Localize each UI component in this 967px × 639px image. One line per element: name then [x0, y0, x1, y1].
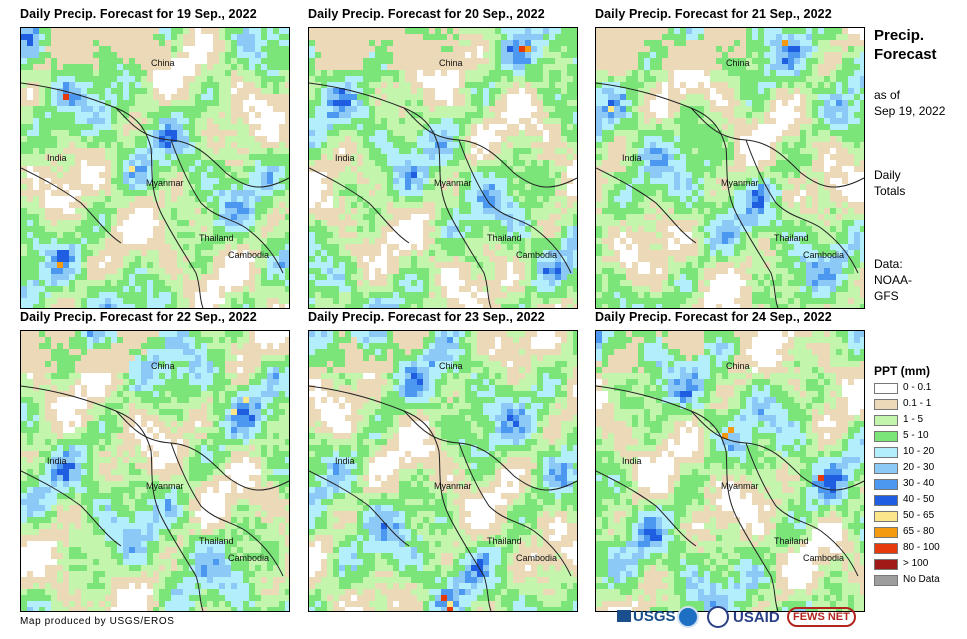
panel-title: Daily Precip. Forecast for 21 Sep., 2022 — [595, 7, 832, 21]
legend-label: 20 - 30 — [903, 462, 935, 473]
legend-swatch — [874, 559, 898, 570]
usaid-seal-icon — [707, 606, 729, 628]
legend-swatch — [874, 495, 898, 506]
place-label-china: China — [439, 58, 463, 68]
data-source: Data: NOAA- GFS — [874, 256, 912, 304]
legend-label: 5 - 10 — [903, 430, 929, 441]
place-label-india: India — [335, 153, 355, 163]
precip-map: China India Myanmar Thailand Cambodia — [308, 330, 578, 612]
place-label-myanmar: Myanmar — [146, 178, 184, 188]
precip-raster — [21, 28, 289, 308]
place-label-myanmar: Myanmar — [721, 178, 759, 188]
usaid-logo: USAID — [733, 609, 780, 626]
place-label-china: China — [726, 58, 750, 68]
usgs-wave-icon — [617, 610, 631, 622]
place-label-thailand: Thailand — [487, 233, 522, 243]
as-of-label: as of — [874, 88, 901, 102]
place-label-cambodia: Cambodia — [228, 553, 270, 563]
precip-raster — [596, 331, 864, 611]
legend-label: 10 - 20 — [903, 446, 935, 457]
place-label-cambodia: Cambodia — [516, 553, 558, 563]
legend-swatch — [874, 431, 898, 442]
place-label-india: India — [622, 456, 642, 466]
legend-label: 30 - 40 — [903, 478, 935, 489]
legend-label: 1 - 5 — [903, 414, 924, 425]
legend-swatch — [874, 463, 898, 474]
panel-title: Daily Precip. Forecast for 19 Sep., 2022 — [20, 7, 257, 21]
place-label-china: China — [151, 58, 175, 68]
totals-note: Daily Totals — [874, 167, 905, 199]
legend-swatch — [874, 415, 898, 426]
forecast-title-line1: Precip. — [874, 27, 925, 44]
place-label-myanmar: Myanmar — [434, 481, 472, 491]
precip-map: China India Myanmar Thailand Cambodia — [20, 27, 290, 309]
usgs-logo: USGS — [617, 608, 676, 625]
precip-map: China India Myanmar Thailand Cambodia — [308, 27, 578, 309]
totals-line1: Daily — [874, 168, 901, 182]
legend-label: 80 - 100 — [903, 542, 940, 553]
legend-title: PPT (mm) — [874, 364, 931, 378]
data-source-line1: Data: — [874, 257, 903, 271]
forecast-title: Precip. Forecast — [874, 26, 937, 64]
legend-label: 40 - 50 — [903, 494, 935, 505]
data-source-line3: GFS — [874, 289, 899, 303]
precip-raster — [309, 28, 577, 308]
precip-map: China India Myanmar Thailand Cambodia — [595, 27, 865, 309]
place-label-china: China — [151, 361, 175, 371]
legend-swatch — [874, 543, 898, 554]
legend-label: 0.1 - 1 — [903, 398, 932, 409]
data-source-line2: NOAA- — [874, 273, 913, 287]
forecast-title-line2: Forecast — [874, 46, 937, 63]
place-label-thailand: Thailand — [487, 536, 522, 546]
map-credit: Map produced by USGS/EROS — [20, 616, 175, 627]
place-label-myanmar: Myanmar — [146, 481, 184, 491]
place-label-cambodia: Cambodia — [803, 553, 845, 563]
noaa-logo-icon — [677, 606, 699, 628]
legend-swatch — [874, 575, 898, 586]
legend-swatch — [874, 479, 898, 490]
panel-title: Daily Precip. Forecast for 24 Sep., 2022 — [595, 310, 832, 324]
place-label-cambodia: Cambodia — [803, 250, 845, 260]
legend-swatch — [874, 399, 898, 410]
legend-label: 50 - 65 — [903, 510, 935, 521]
legend-label: No Data — [903, 574, 940, 585]
place-label-china: China — [439, 361, 463, 371]
place-label-myanmar: Myanmar — [721, 481, 759, 491]
place-label-india: India — [47, 153, 67, 163]
as-of-value: Sep 19, 2022 — [874, 104, 946, 118]
place-label-cambodia: Cambodia — [228, 250, 270, 260]
panel-title: Daily Precip. Forecast for 22 Sep., 2022 — [20, 310, 257, 324]
place-label-thailand: Thailand — [199, 233, 234, 243]
place-label-china: China — [726, 361, 750, 371]
place-label-thailand: Thailand — [199, 536, 234, 546]
panel-title: Daily Precip. Forecast for 20 Sep., 2022 — [308, 7, 545, 21]
precip-raster — [596, 28, 864, 308]
place-label-india: India — [47, 456, 67, 466]
totals-line2: Totals — [874, 184, 906, 198]
legend-label: 65 - 80 — [903, 526, 935, 537]
panel-title: Daily Precip. Forecast for 23 Sep., 2022 — [308, 310, 545, 324]
place-label-india: India — [335, 456, 355, 466]
place-label-india: India — [622, 153, 642, 163]
place-label-thailand: Thailand — [774, 233, 809, 243]
precip-map: China India Myanmar Thailand Cambodia — [595, 330, 865, 612]
place-label-thailand: Thailand — [774, 536, 809, 546]
precip-raster — [21, 331, 289, 611]
legend-swatch — [874, 511, 898, 522]
precip-map: China India Myanmar Thailand Cambodia — [20, 330, 290, 612]
legend-label: 0 - 0.1 — [903, 382, 932, 393]
legend-swatch — [874, 527, 898, 538]
legend-swatch — [874, 447, 898, 458]
precip-raster — [309, 331, 577, 611]
as-of-date: as of Sep 19, 2022 — [874, 87, 945, 119]
legend-swatch — [874, 383, 898, 394]
place-label-myanmar: Myanmar — [434, 178, 472, 188]
place-label-cambodia: Cambodia — [516, 250, 558, 260]
legend-label: > 100 — [903, 558, 929, 569]
fewsnet-logo: FEWS NET — [787, 607, 856, 627]
